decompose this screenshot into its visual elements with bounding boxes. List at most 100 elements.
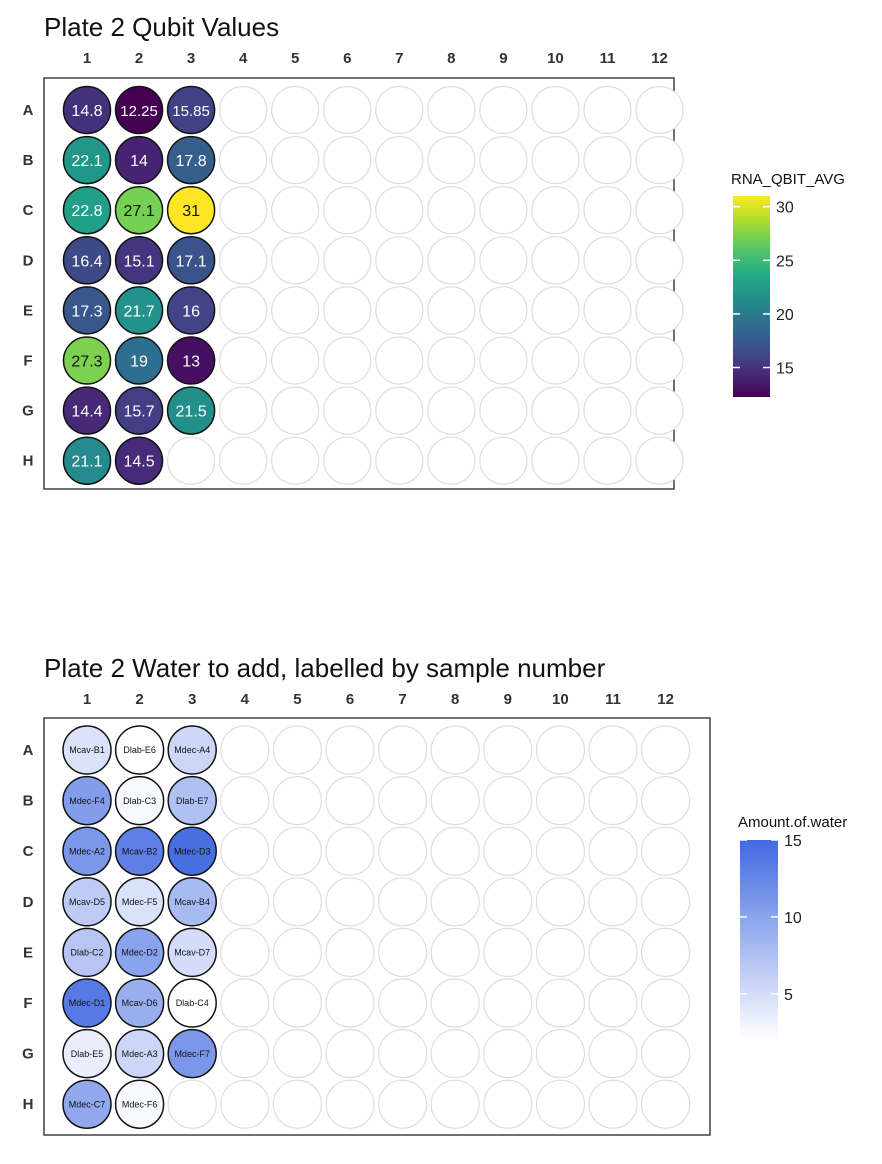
empty-well [378, 1029, 428, 1079]
empty-well [219, 386, 268, 435]
empty-well [378, 725, 428, 775]
empty-well [167, 436, 216, 485]
empty-well [220, 1029, 270, 1079]
empty-well [430, 877, 480, 927]
column-label: 3 [188, 691, 196, 708]
empty-well [271, 236, 320, 285]
well-F1 [62, 978, 112, 1028]
well-label: 21.5 [176, 404, 207, 421]
well-D2 [114, 877, 165, 927]
empty-well [483, 978, 533, 1028]
well-label: 16 [182, 303, 200, 320]
row-label: A [23, 102, 34, 119]
empty-well [272, 826, 322, 876]
well-E1 [62, 927, 112, 978]
empty-well [220, 725, 270, 775]
empty-well [479, 386, 528, 435]
empty-well [640, 725, 691, 775]
well-G1 [62, 386, 112, 435]
empty-well [427, 136, 476, 185]
empty-well [323, 236, 372, 285]
well-G2 [114, 1028, 165, 1079]
empty-well [378, 776, 428, 826]
well-label: 17.8 [176, 153, 207, 170]
empty-well [271, 336, 320, 385]
empty-well [588, 776, 638, 826]
plate-1-title: Plate 2 Qubit Values [44, 12, 280, 42]
empty-well [535, 826, 586, 876]
empty-well [375, 286, 424, 335]
empty-well [479, 286, 528, 335]
well-label: Dlab-E7 [176, 796, 209, 806]
empty-well [531, 85, 580, 135]
empty-well [635, 85, 684, 135]
empty-well [588, 877, 638, 927]
plate-2-title: Plate 2 Water to add, labelled by sample… [44, 653, 606, 683]
empty-well [427, 286, 476, 335]
empty-well [588, 725, 638, 775]
empty-well [635, 136, 684, 185]
well-label: 27.3 [71, 354, 102, 371]
empty-well [640, 1029, 691, 1079]
empty-well [325, 1079, 375, 1129]
empty-well [272, 927, 322, 977]
empty-well [479, 186, 528, 235]
well-label: 14.4 [71, 404, 102, 421]
well-C2 [114, 826, 165, 876]
legend-tick-label: 30 [776, 200, 794, 217]
well-E2 [114, 286, 164, 335]
empty-well [378, 826, 428, 876]
empty-well [219, 286, 268, 335]
row-label: D [23, 894, 34, 911]
empty-well [483, 1079, 533, 1129]
empty-well [375, 336, 424, 385]
well-B1 [62, 775, 112, 826]
well-A1 [62, 85, 112, 135]
well-A2 [114, 725, 165, 775]
empty-well [635, 286, 684, 335]
column-label: 4 [241, 691, 250, 708]
row-label: H [23, 1096, 34, 1113]
well-label: 22.8 [71, 203, 102, 220]
legend-tick-label: 15 [776, 361, 794, 378]
empty-well [325, 978, 375, 1028]
empty-well [635, 186, 684, 235]
legend-tick-label: 5 [784, 987, 793, 1004]
column-label: 10 [547, 50, 564, 67]
empty-well [479, 136, 528, 185]
well-C1 [62, 185, 112, 235]
column-label: 6 [343, 50, 351, 67]
well-label: Dlab-E6 [123, 745, 156, 755]
row-label: D [23, 252, 34, 269]
row-label: C [23, 843, 34, 860]
empty-well [378, 927, 428, 977]
well-label: Mdec-F5 [122, 897, 158, 907]
legend-tick-label: 15 [784, 833, 802, 850]
well-label: 15.85 [172, 103, 210, 120]
empty-well [640, 978, 691, 1028]
well-B1 [62, 135, 112, 185]
empty-well [531, 436, 580, 485]
legend-tick-label: 25 [776, 253, 794, 270]
empty-well [430, 978, 480, 1028]
well-D2 [114, 236, 164, 285]
column-label: 10 [552, 691, 569, 708]
well-label: Mdec-C7 [69, 1099, 106, 1109]
well-label: Mdec-F7 [174, 1049, 210, 1059]
row-label: E [23, 302, 33, 319]
empty-well [535, 978, 586, 1028]
empty-well [588, 1079, 638, 1129]
empty-well [535, 776, 586, 826]
empty-well [378, 877, 428, 927]
column-label: 8 [451, 691, 459, 708]
well-D1 [62, 236, 112, 285]
column-label: 9 [504, 691, 512, 708]
well-G2 [114, 386, 164, 435]
empty-well [427, 236, 476, 285]
well-G3 [167, 1028, 217, 1079]
empty-well [479, 436, 528, 485]
well-label: 15.1 [123, 253, 154, 270]
well-label: 14.8 [71, 103, 102, 120]
empty-well [588, 1029, 638, 1079]
